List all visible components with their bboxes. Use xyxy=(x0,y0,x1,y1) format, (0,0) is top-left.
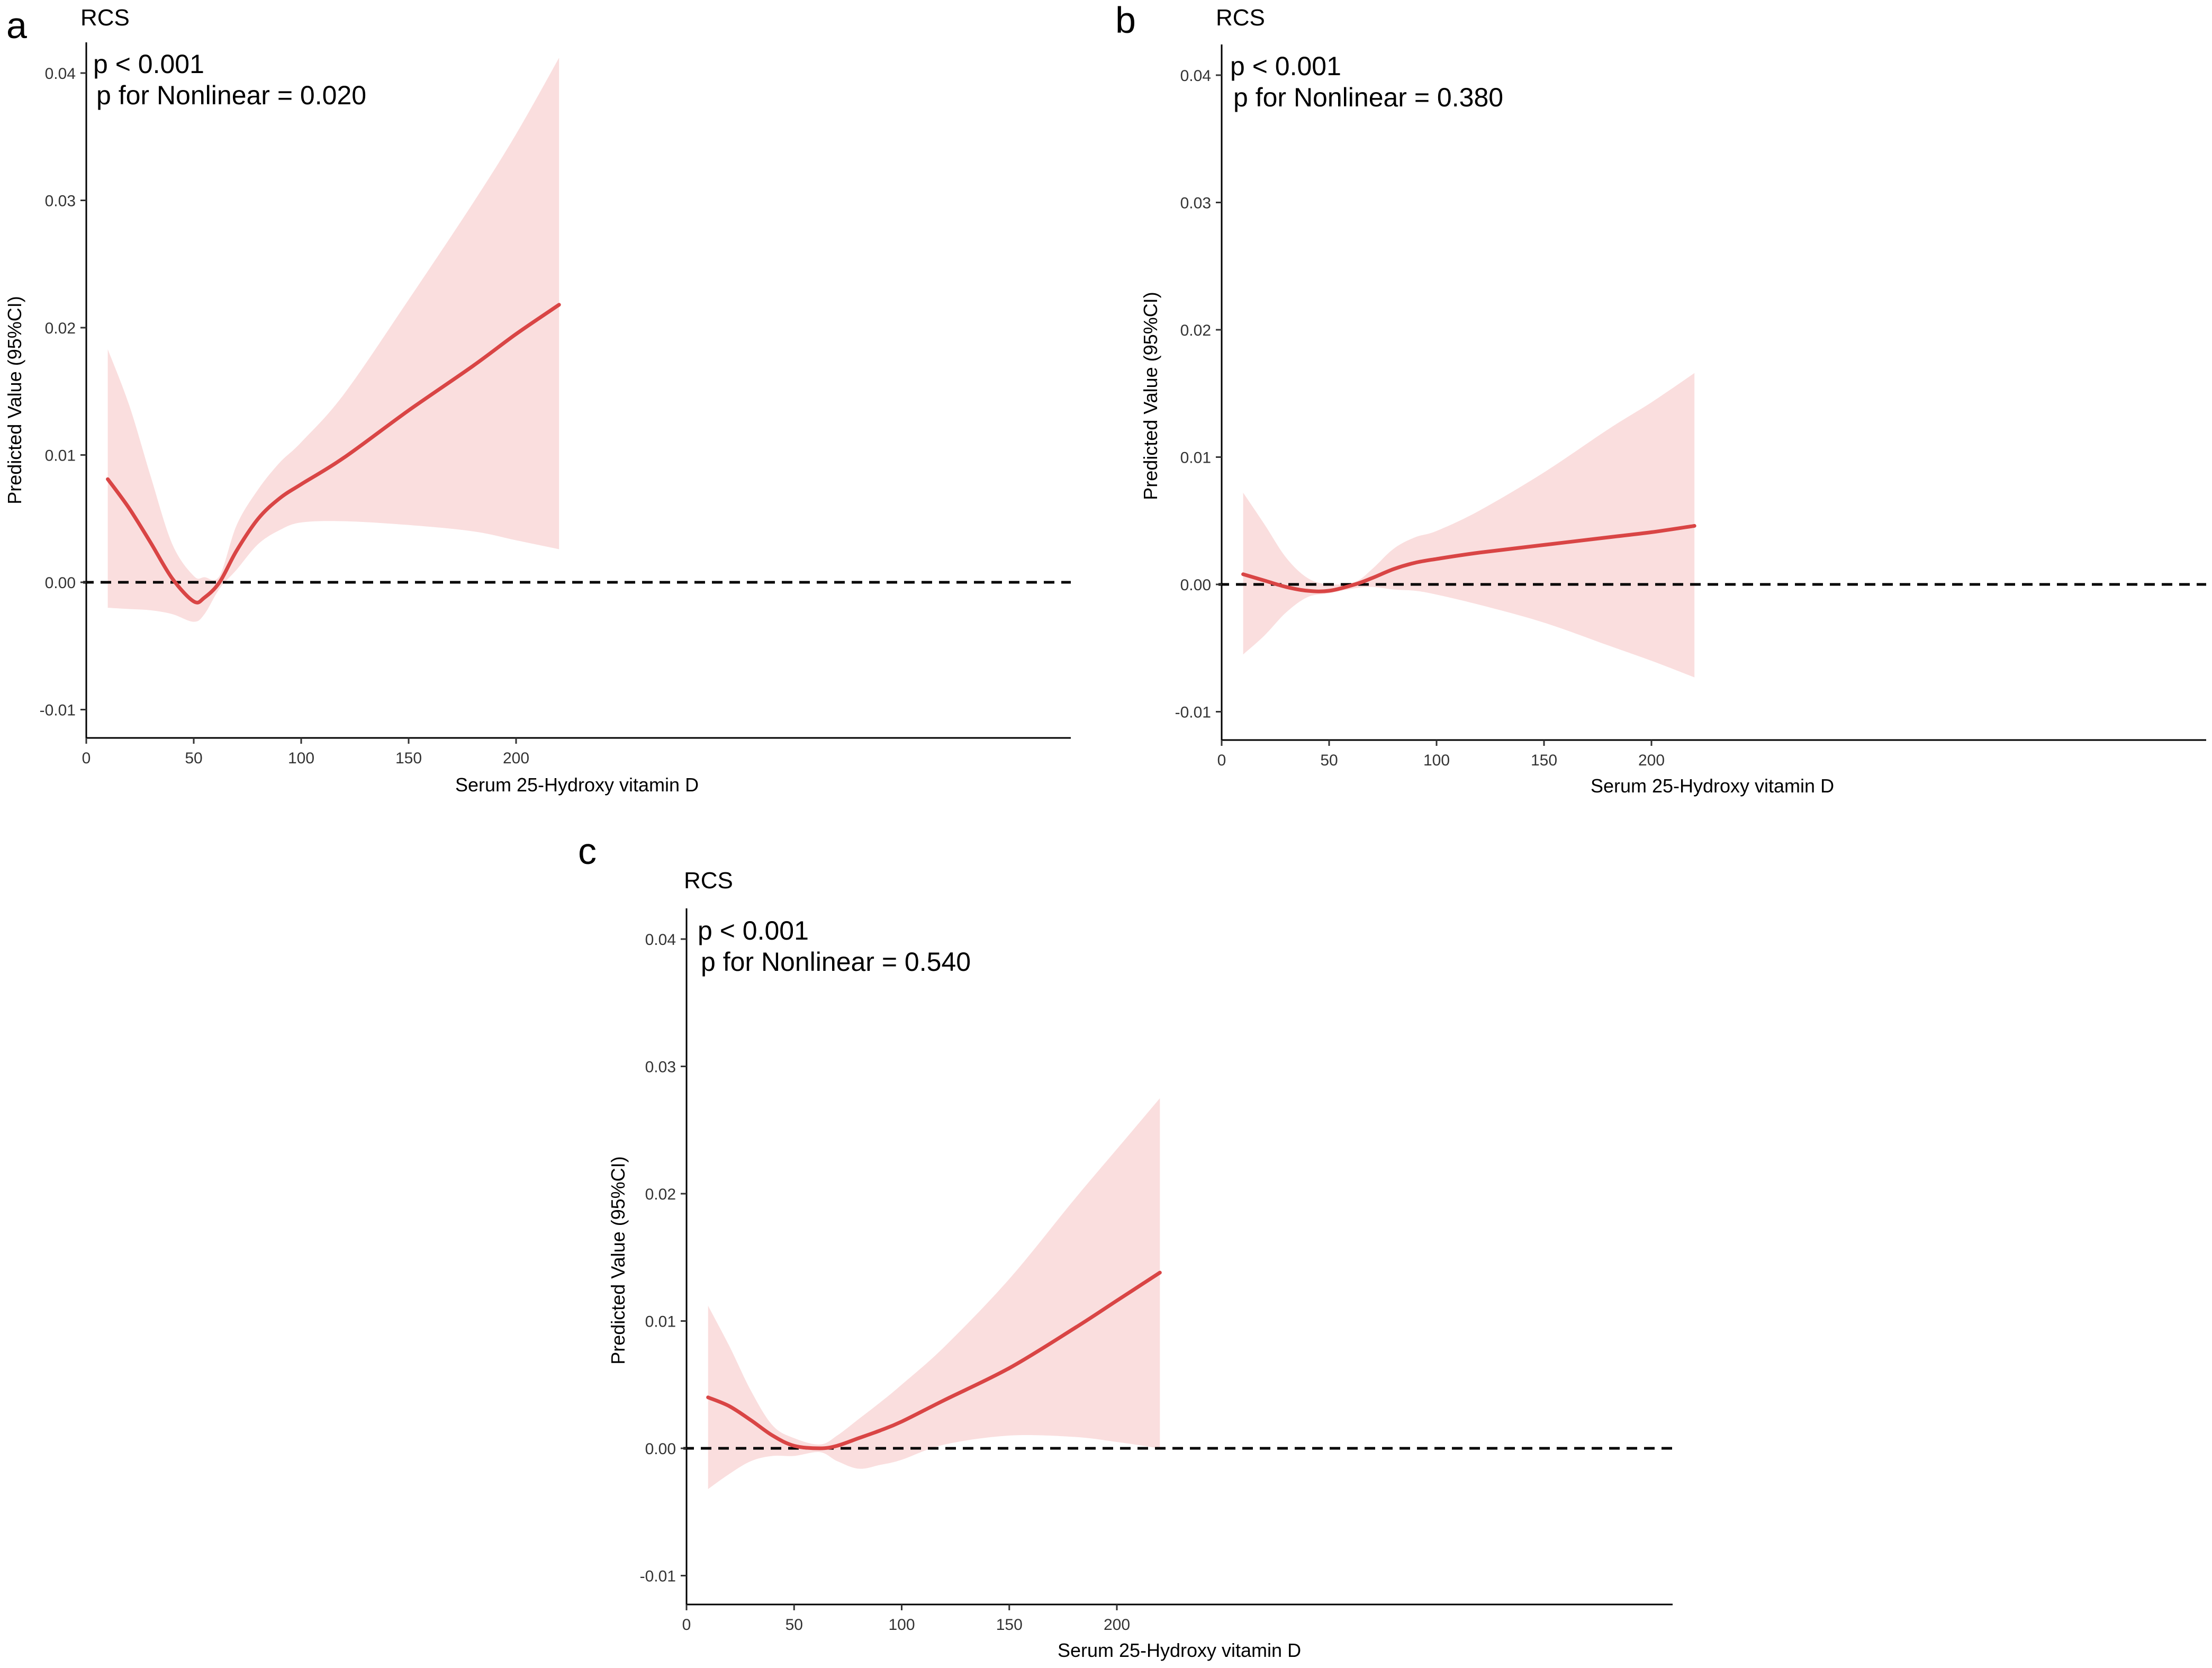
y-tick-label: 0.02 xyxy=(45,320,76,337)
y-tick-label: -0.01 xyxy=(640,1568,676,1585)
panel-title: RCS xyxy=(684,868,733,894)
x-tick-label: 100 xyxy=(1423,752,1450,769)
panel-a: a RCS 0 50 100 150 200 -0.01 0.00 0.01 0.02 0.03 0… xyxy=(4,5,1071,796)
y-axis-label: Predicted Value (95%CI) xyxy=(4,296,25,504)
spline-line xyxy=(106,303,561,605)
panel-letter: b xyxy=(1115,0,1136,41)
spline-line xyxy=(1241,524,1696,593)
y-tick-label: 0.00 xyxy=(45,574,76,592)
y-axis-label: Predicted Value (95%CI) xyxy=(1140,292,1161,500)
x-tick-label: 200 xyxy=(1638,752,1665,769)
x-tick-label: 150 xyxy=(395,750,422,767)
x-tick-label: 200 xyxy=(1104,1616,1130,1634)
y-tick-label: 0.02 xyxy=(1180,322,1211,339)
panel-letter: a xyxy=(6,5,27,46)
y-tick-label: 0.03 xyxy=(1180,195,1211,212)
spline-line xyxy=(706,1270,1162,1450)
x-tick-label: 200 xyxy=(503,750,529,767)
x-tick-label: 50 xyxy=(786,1616,803,1634)
y-tick-label: 0.00 xyxy=(645,1440,676,1458)
y-axis-label: Predicted Value (95%CI) xyxy=(607,1156,629,1365)
x-tick-label: 50 xyxy=(185,750,202,767)
y-tick-label: 0.00 xyxy=(1180,576,1211,594)
panel-title: RCS xyxy=(80,5,130,31)
p-nonlinear-annotation: p for Nonlinear = 0.020 xyxy=(96,80,366,110)
y-tick-label: 0.01 xyxy=(45,447,76,465)
ci-ribbon xyxy=(107,58,559,622)
y-tick-label: 0.04 xyxy=(45,65,76,83)
y-tick-label: 0.04 xyxy=(1180,67,1211,85)
panel-b: b RCS 0 50 100 150 200 -0.01 0.00 0.01 0.02 0.03 0… xyxy=(1115,0,2206,797)
p-nonlinear-annotation: p for Nonlinear = 0.380 xyxy=(1233,83,1503,112)
y-tick-label: -0.01 xyxy=(1175,704,1211,722)
y-tick-label: 0.04 xyxy=(645,931,676,949)
ci-ribbon xyxy=(1243,373,1695,678)
y-tick-label: -0.01 xyxy=(40,702,76,719)
x-tick-label: 50 xyxy=(1320,752,1338,769)
panel-c: c RCS 0 50 100 150 200 -0.01 0.00 0.01 0.02 0.03 0… xyxy=(578,831,1673,1661)
y-tick-label: 0.01 xyxy=(645,1313,676,1331)
y-tick-label: 0.03 xyxy=(645,1059,676,1076)
x-tick-label: 150 xyxy=(1531,752,1557,769)
x-tick-label: 100 xyxy=(288,750,314,767)
panel-letter: c xyxy=(578,831,597,872)
y-tick-label: 0.01 xyxy=(1180,449,1211,467)
y-tick-label: 0.02 xyxy=(645,1186,676,1203)
x-tick-label: 0 xyxy=(682,1616,691,1634)
y-tick-label: 0.03 xyxy=(45,193,76,210)
panel-title: RCS xyxy=(1216,5,1265,31)
p-nonlinear-annotation: p for Nonlinear = 0.540 xyxy=(701,947,971,977)
ci-ribbon xyxy=(708,1098,1160,1489)
x-tick-label: 0 xyxy=(82,750,91,767)
x-tick-label: 100 xyxy=(888,1616,915,1634)
p-overall-annotation: p < 0.001 xyxy=(698,916,809,945)
x-axis-label: Serum 25-Hydroxy vitamin D xyxy=(1591,775,1834,797)
x-tick-label: 150 xyxy=(996,1616,1023,1634)
x-axis-label: Serum 25-Hydroxy vitamin D xyxy=(455,774,699,796)
x-axis-label: Serum 25-Hydroxy vitamin D xyxy=(1058,1639,1301,1661)
p-overall-annotation: p < 0.001 xyxy=(1230,51,1341,81)
p-overall-annotation: p < 0.001 xyxy=(93,49,204,79)
x-tick-label: 0 xyxy=(1217,752,1226,769)
